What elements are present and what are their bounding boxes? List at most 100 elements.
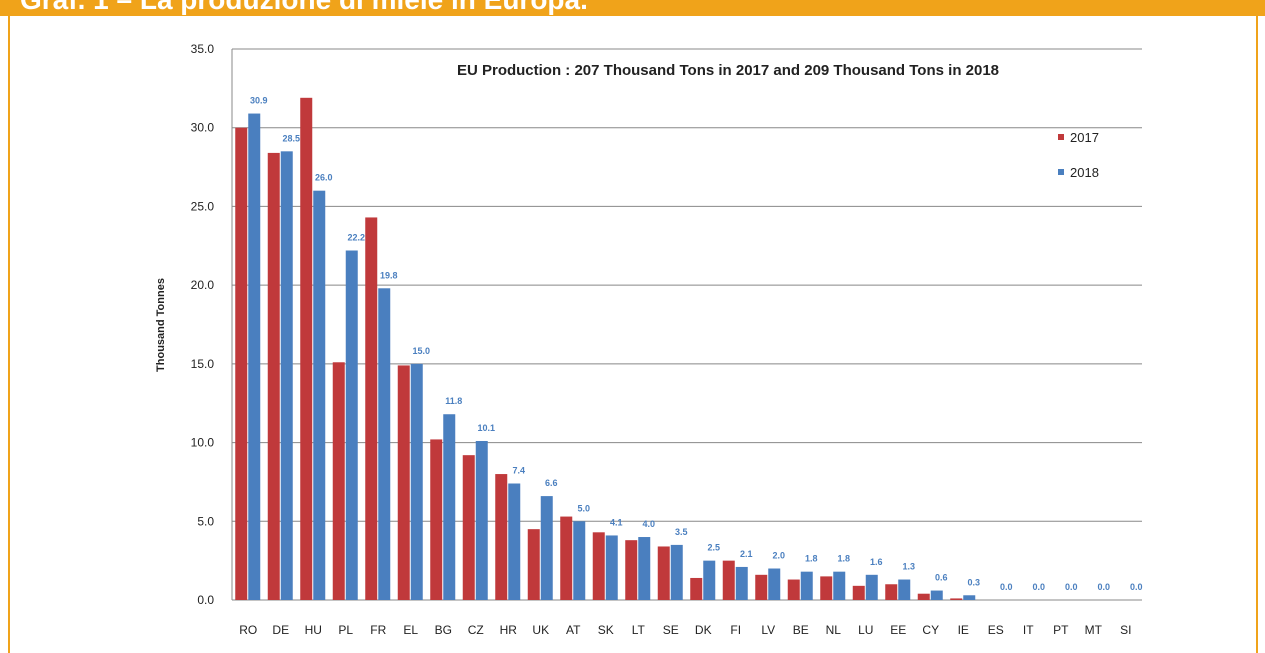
y-tick-label: 5.0	[197, 514, 214, 528]
x-tick-label: IT	[1023, 623, 1034, 637]
data-label: 22.2	[347, 233, 365, 243]
bar	[768, 568, 781, 600]
data-label: 1.8	[837, 554, 850, 564]
data-label: 28.5	[282, 133, 300, 143]
x-tick-label: CZ	[468, 623, 484, 637]
data-label: 15.0	[412, 346, 430, 356]
x-tick-label: IE	[958, 623, 969, 637]
bar	[365, 217, 378, 600]
y-tick-label: 15.0	[191, 357, 215, 371]
bar	[248, 113, 261, 600]
bar	[235, 127, 248, 600]
x-tick-label: BE	[793, 623, 809, 637]
bar	[300, 97, 313, 600]
x-tick-label: HU	[305, 623, 322, 637]
legend-swatch	[1058, 134, 1064, 140]
bar	[560, 516, 573, 600]
x-tick-label: CY	[922, 623, 939, 637]
data-label: 26.0	[315, 173, 333, 183]
x-tick-label: LT	[632, 623, 646, 637]
chart-title: EU Production : 207 Thousand Tons in 201…	[457, 62, 999, 79]
data-label: 1.6	[870, 557, 883, 567]
data-label: 0.0	[1065, 582, 1078, 592]
bar	[573, 521, 586, 600]
x-tick-label: LU	[858, 623, 873, 637]
x-tick-label: EE	[890, 623, 906, 637]
x-tick-label: BG	[435, 623, 452, 637]
data-label: 30.9	[250, 96, 268, 106]
bar	[833, 571, 846, 600]
data-label: 4.0	[642, 519, 655, 529]
bar	[690, 577, 703, 600]
x-tick-label: SK	[598, 623, 614, 637]
bar	[527, 529, 540, 600]
x-tick-label: PT	[1053, 623, 1069, 637]
bar	[638, 537, 651, 600]
y-tick-label: 30.0	[191, 121, 215, 135]
y-axis-title: Thousand Tonnes	[155, 278, 167, 372]
data-label: 0.0	[1097, 582, 1110, 592]
bar	[735, 566, 748, 600]
data-label: 6.6	[545, 478, 558, 488]
frame-right	[1256, 16, 1258, 653]
y-tick-label: 0.0	[197, 593, 214, 607]
bar	[345, 250, 358, 600]
y-tick-label: 35.0	[191, 42, 215, 56]
y-tick-label: 25.0	[191, 199, 215, 213]
x-tick-label: DE	[272, 623, 289, 637]
data-label: 4.1	[610, 517, 623, 527]
x-tick-label: AT	[566, 623, 581, 637]
bar	[540, 496, 553, 600]
bar	[475, 440, 488, 600]
bar	[495, 474, 508, 600]
bar	[443, 414, 456, 600]
bar	[267, 152, 280, 600]
bar	[722, 560, 735, 600]
bar	[703, 560, 716, 600]
data-label: 0.0	[1130, 582, 1143, 592]
x-tick-label: EL	[403, 623, 418, 637]
header-bar	[0, 0, 1265, 16]
bar	[898, 579, 911, 600]
bar	[378, 288, 391, 600]
x-tick-label: LV	[761, 623, 775, 637]
x-tick-label: ES	[988, 623, 1004, 637]
x-tick-label: RO	[239, 623, 257, 637]
x-tick-label: HR	[500, 623, 518, 637]
data-label: 0.0	[1032, 582, 1045, 592]
data-label: 1.8	[805, 554, 818, 564]
data-label: 10.1	[477, 423, 495, 433]
data-label: 0.0	[1000, 582, 1013, 592]
legend-swatch	[1058, 169, 1064, 175]
x-tick-label: FR	[370, 623, 386, 637]
legend-label: 2017	[1070, 130, 1099, 145]
bar	[332, 362, 345, 600]
data-label: 2.0	[772, 551, 785, 561]
x-tick-label: DK	[695, 623, 712, 637]
y-tick-label: 10.0	[191, 436, 215, 450]
bar	[865, 574, 878, 600]
bar	[885, 584, 898, 600]
bar	[930, 590, 943, 600]
x-tick-label: MT	[1085, 623, 1103, 637]
bar	[462, 455, 475, 600]
bar	[755, 574, 768, 600]
y-tick-label: 20.0	[191, 278, 215, 292]
bar	[313, 190, 326, 600]
data-label: 0.6	[935, 573, 948, 583]
bar	[280, 151, 293, 601]
data-label: 5.0	[577, 503, 590, 513]
bar	[592, 532, 605, 600]
data-label: 0.3	[967, 577, 980, 587]
bar	[917, 593, 930, 600]
data-label: 2.1	[740, 549, 753, 559]
bar	[508, 483, 521, 600]
bar	[397, 365, 410, 600]
bar	[625, 540, 638, 600]
data-label: 1.3	[902, 562, 915, 572]
data-label: 2.5	[707, 543, 720, 553]
x-tick-label: SI	[1120, 623, 1131, 637]
x-tick-label: UK	[532, 623, 549, 637]
bar	[430, 439, 443, 600]
